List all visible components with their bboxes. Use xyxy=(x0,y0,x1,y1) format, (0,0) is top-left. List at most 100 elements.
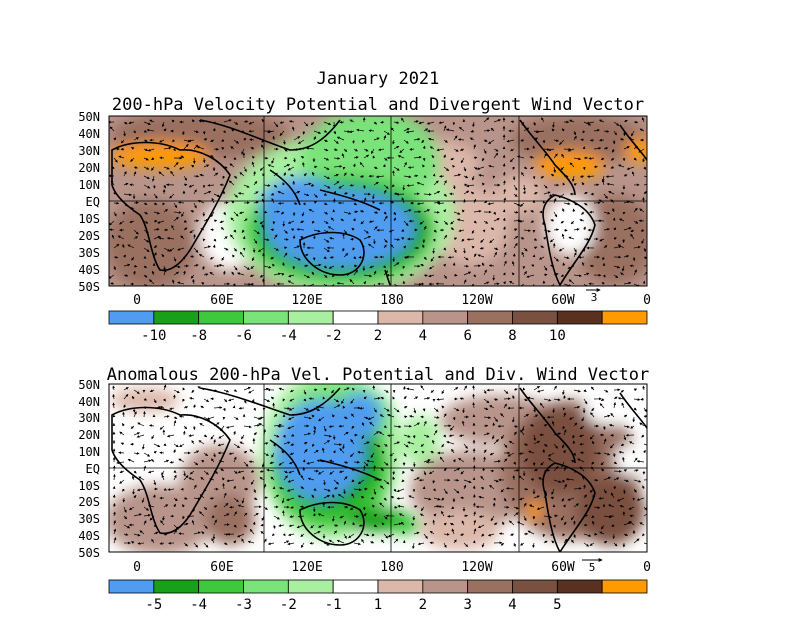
wind-vector xyxy=(549,238,555,243)
panel-1-title: 200-hPa Velocity Potential and Divergent… xyxy=(112,95,644,115)
wind-vector xyxy=(373,137,380,141)
wind-vector xyxy=(323,139,328,142)
wind-vector xyxy=(473,144,476,150)
wind-vector xyxy=(513,236,519,240)
wind-vector xyxy=(443,180,447,186)
lat-label: 40S xyxy=(78,529,100,543)
wind-vector xyxy=(233,121,239,125)
wind-vector xyxy=(239,211,245,215)
wind-vector xyxy=(223,236,228,240)
wind-vector xyxy=(372,193,375,200)
wind-vector xyxy=(243,184,250,188)
wind-vector xyxy=(153,211,160,215)
wind-vector xyxy=(373,211,379,214)
wind-vector xyxy=(352,163,356,168)
wind-vector xyxy=(277,191,285,195)
wind-vector xyxy=(403,139,409,144)
wind-vector xyxy=(413,138,421,141)
wind-vector xyxy=(310,183,315,187)
wind-vector xyxy=(213,238,217,242)
wind-vector xyxy=(221,256,225,261)
wind-vector xyxy=(210,397,215,401)
lat-label: 20N xyxy=(78,161,100,175)
wind-vector xyxy=(569,119,575,123)
wind-vector xyxy=(513,193,518,197)
wind-vector xyxy=(380,120,385,124)
colorbar-swatch xyxy=(287,579,334,594)
wind-vector xyxy=(198,253,205,258)
wind-vector xyxy=(523,190,526,195)
wind-vector xyxy=(287,220,295,224)
wind-vector xyxy=(419,220,425,225)
colorbar-swatch xyxy=(512,310,558,325)
wind-vector xyxy=(191,164,195,168)
wind-vector xyxy=(333,181,340,186)
wind-vector xyxy=(573,130,577,136)
wind-vector xyxy=(162,202,166,206)
wind-vector xyxy=(589,138,595,142)
wind-vector xyxy=(283,148,288,152)
colorbar-swatch xyxy=(512,579,558,594)
wind-vector xyxy=(300,156,305,159)
lat-label: EQ xyxy=(86,462,100,476)
wind-vector xyxy=(147,148,155,152)
wind-vector xyxy=(123,130,126,137)
wind-vector xyxy=(250,147,255,150)
wind-vector xyxy=(503,397,511,401)
wind-vector xyxy=(248,121,255,125)
wind-vector xyxy=(251,161,255,168)
lat-label: 30S xyxy=(78,246,100,260)
wind-vector xyxy=(133,236,138,240)
colorbar-label: 2 xyxy=(374,328,382,344)
wind-vector xyxy=(412,461,416,468)
wind-vector xyxy=(302,162,305,168)
wind-vector xyxy=(569,162,575,168)
colorbar-label: -2 xyxy=(280,597,297,613)
colorbar-label: -8 xyxy=(190,328,207,344)
wind-vector xyxy=(123,182,129,186)
wind-vector xyxy=(143,192,147,196)
wind-vector xyxy=(493,119,501,123)
wind-vector xyxy=(230,234,235,240)
wind-vector xyxy=(342,233,345,240)
wind-vector xyxy=(267,164,275,168)
wind-vector xyxy=(488,164,495,168)
wind-vector xyxy=(540,175,545,179)
wind-vector xyxy=(632,193,636,198)
wind-vector xyxy=(353,202,357,206)
wind-vector xyxy=(267,130,275,134)
wind-vector xyxy=(253,219,258,223)
wind-vector xyxy=(392,470,396,475)
wind-vector xyxy=(143,211,148,215)
wind-vector xyxy=(443,234,448,240)
wind-vector xyxy=(383,157,388,161)
wind-vector xyxy=(343,211,352,215)
wind-vector xyxy=(599,238,605,242)
wind-vector xyxy=(222,175,226,180)
wind-vector xyxy=(383,238,388,243)
wind-vector xyxy=(163,146,172,150)
wind-vector xyxy=(573,183,577,186)
wind-vector xyxy=(249,138,255,142)
wind-vector xyxy=(356,128,365,132)
wind-vector xyxy=(323,193,328,196)
wind-vector xyxy=(571,175,575,182)
wind-vector xyxy=(111,234,115,240)
wind-vector xyxy=(280,211,285,215)
wind-vector xyxy=(619,138,625,141)
colorbar-swatch xyxy=(108,579,155,594)
wind-vector xyxy=(623,146,630,150)
wind-vector xyxy=(283,237,289,241)
wind-vector xyxy=(152,184,156,189)
wind-vector xyxy=(466,184,475,188)
wind-vector xyxy=(362,184,366,189)
wind-vector xyxy=(437,201,445,205)
wind-vector xyxy=(422,157,426,162)
wind-vector xyxy=(292,126,295,132)
wind-vector xyxy=(612,217,616,222)
wind-vector xyxy=(273,247,279,251)
wind-vector xyxy=(119,220,125,225)
wind-vector xyxy=(310,121,315,126)
wind-vector xyxy=(133,171,137,177)
wind-vector xyxy=(359,174,365,178)
